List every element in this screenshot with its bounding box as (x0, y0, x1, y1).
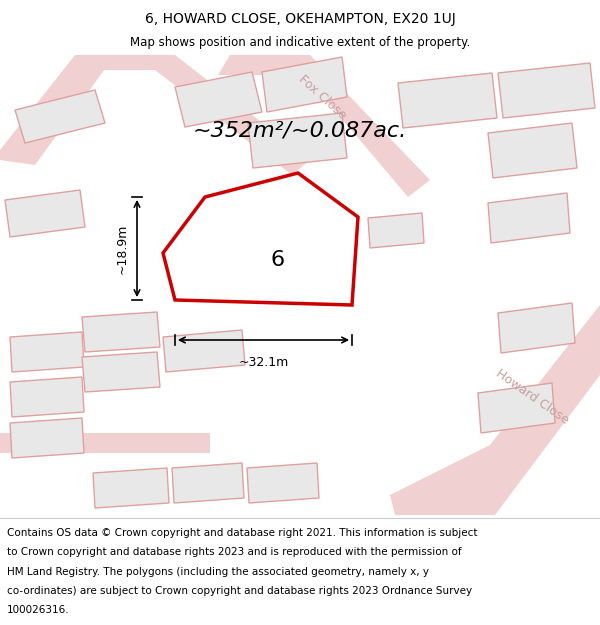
Polygon shape (82, 352, 160, 392)
Text: ~352m²/~0.087ac.: ~352m²/~0.087ac. (193, 120, 407, 140)
Polygon shape (10, 377, 84, 417)
Text: co-ordinates) are subject to Crown copyright and database rights 2023 Ordnance S: co-ordinates) are subject to Crown copyr… (7, 586, 472, 596)
Polygon shape (163, 173, 358, 305)
Polygon shape (0, 55, 115, 165)
Text: Fox Close: Fox Close (296, 72, 349, 122)
Polygon shape (5, 190, 85, 237)
Text: 6: 6 (271, 250, 285, 270)
Polygon shape (248, 113, 347, 168)
Polygon shape (498, 63, 595, 118)
Polygon shape (93, 468, 169, 508)
Polygon shape (15, 90, 105, 143)
Text: Howard Close: Howard Close (493, 367, 571, 427)
Polygon shape (390, 305, 600, 515)
Polygon shape (172, 463, 244, 503)
Text: 6, HOWARD CLOSE, OKEHAMPTON, EX20 1UJ: 6, HOWARD CLOSE, OKEHAMPTON, EX20 1UJ (145, 12, 455, 26)
Polygon shape (488, 193, 570, 243)
Polygon shape (10, 418, 84, 458)
Text: ~18.9m: ~18.9m (116, 223, 129, 274)
Text: ~32.1m: ~32.1m (238, 356, 289, 369)
Polygon shape (175, 72, 262, 127)
Polygon shape (218, 55, 430, 197)
Polygon shape (498, 303, 575, 353)
Polygon shape (368, 213, 424, 248)
Text: Contains OS data © Crown copyright and database right 2021. This information is : Contains OS data © Crown copyright and d… (7, 528, 478, 538)
Polygon shape (488, 123, 577, 178)
Polygon shape (163, 330, 245, 372)
Polygon shape (10, 332, 84, 372)
Polygon shape (88, 55, 310, 175)
Polygon shape (262, 57, 347, 112)
Polygon shape (478, 383, 555, 433)
Polygon shape (0, 433, 210, 453)
Polygon shape (82, 312, 160, 352)
Text: HM Land Registry. The polygons (including the associated geometry, namely x, y: HM Land Registry. The polygons (includin… (7, 567, 429, 577)
Polygon shape (398, 73, 497, 128)
Polygon shape (247, 463, 319, 503)
Text: 100026316.: 100026316. (7, 605, 70, 615)
Text: Map shows position and indicative extent of the property.: Map shows position and indicative extent… (130, 36, 470, 49)
Text: to Crown copyright and database rights 2023 and is reproduced with the permissio: to Crown copyright and database rights 2… (7, 548, 462, 558)
